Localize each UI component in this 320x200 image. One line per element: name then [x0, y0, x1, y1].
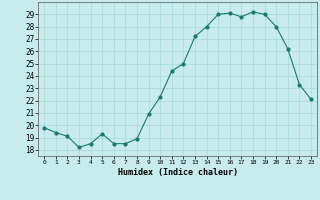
X-axis label: Humidex (Indice chaleur): Humidex (Indice chaleur)	[118, 168, 238, 177]
